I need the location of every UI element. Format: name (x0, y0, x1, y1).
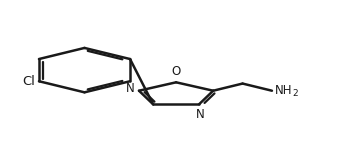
Text: NH: NH (275, 84, 292, 97)
Text: O: O (171, 65, 181, 78)
Text: N: N (196, 108, 205, 121)
Text: N: N (126, 82, 135, 95)
Text: Cl: Cl (23, 75, 36, 88)
Text: 2: 2 (292, 89, 298, 98)
